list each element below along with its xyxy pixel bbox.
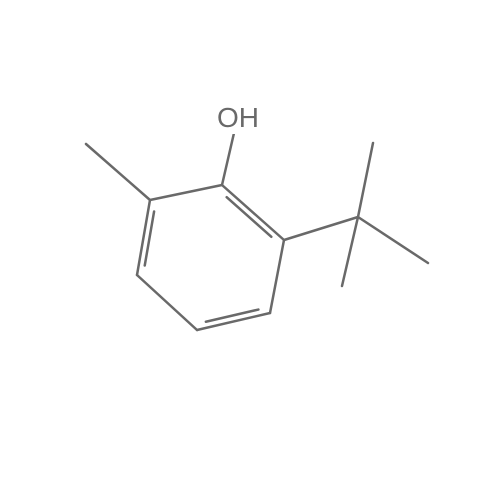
bond-svg [0, 0, 500, 500]
atom-label-oh: OH [215, 102, 261, 134]
molecule-diagram: OH [0, 0, 500, 500]
